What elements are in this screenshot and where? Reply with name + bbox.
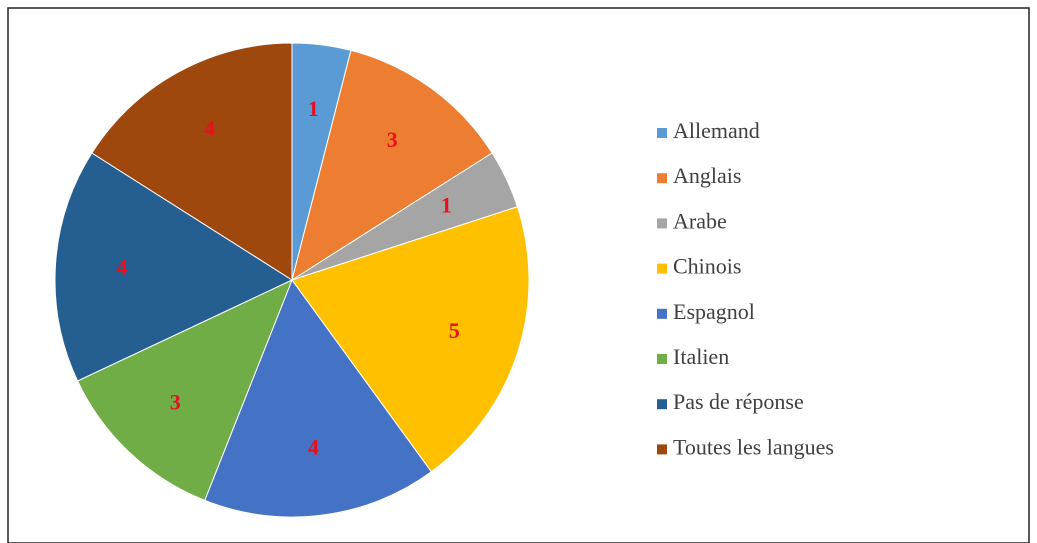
frame bbox=[7, 7, 1030, 543]
legend-label: Italien bbox=[673, 344, 729, 369]
legend-label: Chinois bbox=[673, 254, 741, 279]
pie-slice bbox=[54, 152, 294, 382]
data-label: 1 bbox=[308, 96, 319, 121]
data-label: 4 bbox=[116, 254, 127, 279]
legend-swatch bbox=[657, 308, 667, 319]
legend-swatch bbox=[657, 218, 667, 229]
pie-slice bbox=[204, 278, 433, 518]
pie-slice bbox=[76, 279, 293, 502]
data-label: 3 bbox=[170, 389, 181, 414]
legend-swatch bbox=[657, 128, 667, 138]
legend-label: Arabe bbox=[673, 208, 727, 233]
data-label: 4 bbox=[204, 116, 215, 141]
legend-label: Anglais bbox=[673, 163, 741, 188]
legend-label: Allemand bbox=[673, 118, 760, 143]
legend-swatch bbox=[657, 263, 667, 274]
data-label: 5 bbox=[449, 318, 460, 343]
data-label: 4 bbox=[308, 434, 319, 459]
pie-slice bbox=[91, 42, 293, 281]
legend-swatch bbox=[657, 173, 667, 184]
legend-swatch bbox=[657, 444, 667, 455]
legend-swatch bbox=[657, 354, 667, 364]
legend-label: Toutes les langues bbox=[673, 434, 834, 459]
data-label: 3 bbox=[387, 127, 398, 152]
data-label: 1 bbox=[441, 192, 452, 217]
pie-slice bbox=[291, 49, 493, 282]
pie-slice bbox=[291, 206, 530, 473]
legend-swatch bbox=[657, 399, 667, 410]
legend-label: Pas de réponse bbox=[673, 389, 804, 414]
legend-label: Espagnol bbox=[673, 299, 755, 324]
